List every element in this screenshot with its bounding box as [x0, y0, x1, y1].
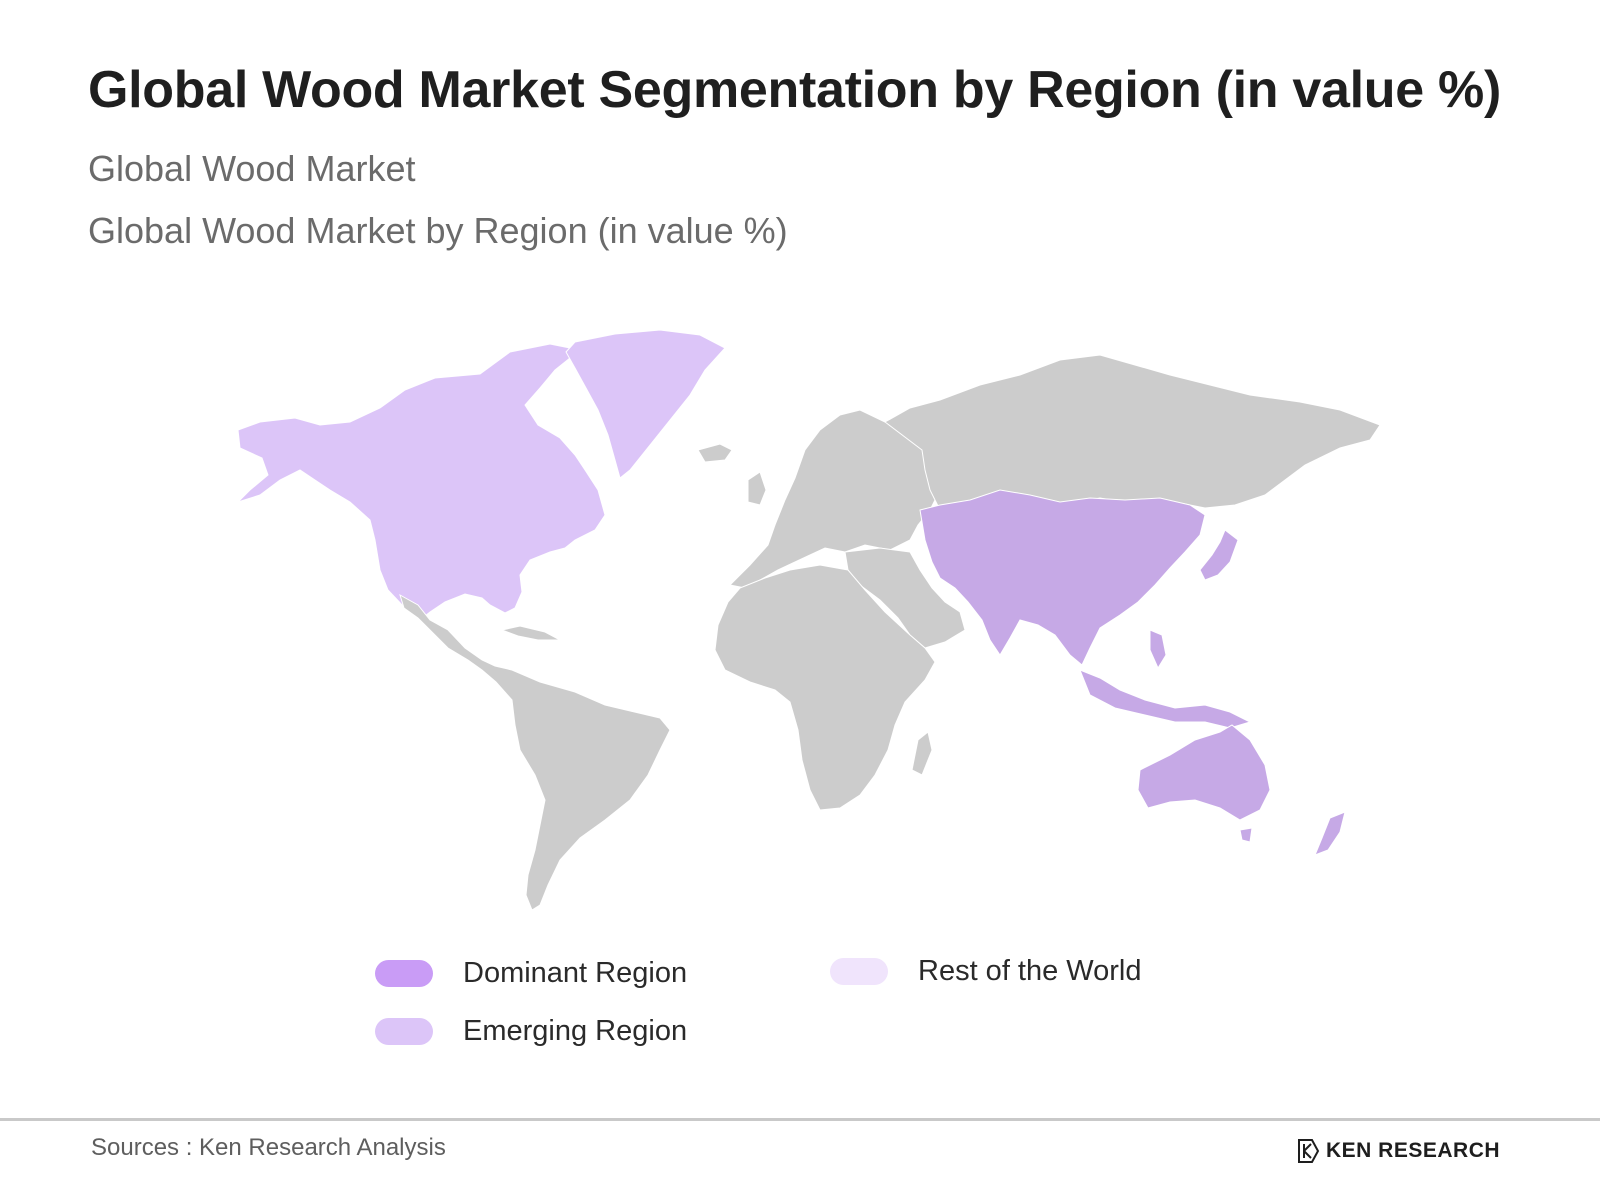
region-north-america — [237, 343, 606, 621]
region-madagascar — [911, 731, 933, 776]
legend-label-emerging: Emerging Region — [463, 1015, 688, 1047]
subtitle-region: Global Wood Market by Region (in value %… — [88, 210, 788, 251]
ken-research-icon — [1298, 1139, 1320, 1163]
region-new-zealand — [1314, 811, 1346, 856]
subtitle-market: Global Wood Market — [88, 148, 416, 189]
legend-item-emerging: Emerging Region — [375, 1015, 687, 1048]
legend-swatch-rest — [830, 958, 888, 985]
region-uk — [747, 471, 767, 506]
region-tasmania — [1239, 827, 1253, 843]
region-japan — [1199, 529, 1239, 581]
legend-label-rest: Rest of the World — [918, 955, 1142, 987]
region-australia — [1137, 724, 1271, 821]
legend-label-dominant: Dominant Region — [463, 957, 688, 989]
region-middle-east — [844, 547, 966, 649]
legend-swatch-emerging — [375, 1018, 433, 1045]
region-iceland — [697, 443, 733, 463]
footer-divider — [0, 1118, 1600, 1121]
region-southeast-asia — [1079, 669, 1252, 729]
chart-title: Global Wood Market Segmentation by Regio… — [88, 61, 1501, 119]
map-legend: Dominant Region Emerging Region Rest of … — [0, 955, 1600, 1078]
region-greenland — [565, 330, 726, 479]
region-asia — [919, 489, 1206, 666]
region-latin-america — [399, 593, 671, 911]
region-caribbean — [500, 625, 561, 641]
region-africa — [714, 564, 936, 811]
source-note: Sources : Ken Research Analysis — [91, 1134, 446, 1161]
brand-logo: KEN RESEARCH — [1298, 1138, 1500, 1164]
brand-name: KEN RESEARCH — [1326, 1139, 1501, 1162]
legend-item-dominant: Dominant Region — [375, 957, 687, 990]
legend-item-rest: Rest of the World — [830, 955, 1142, 988]
region-philippines — [1149, 629, 1167, 670]
world-map — [220, 330, 1430, 930]
region-russia — [884, 354, 1381, 513]
legend-swatch-dominant — [375, 960, 433, 987]
